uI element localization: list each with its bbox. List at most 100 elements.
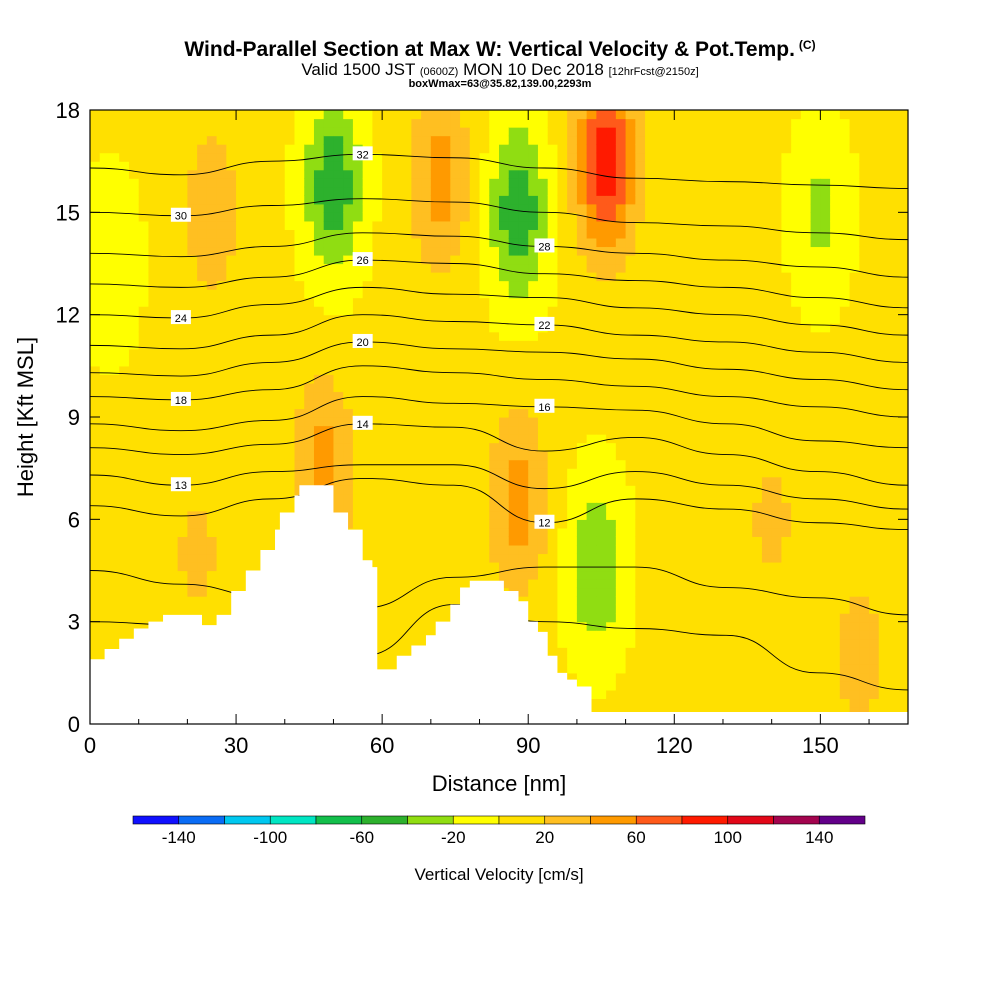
velocity-cell [469,272,481,282]
velocity-cell [606,254,617,265]
velocity-cell [479,169,490,179]
velocity-cell [732,212,744,222]
velocity-cell [479,536,490,546]
velocity-cell [401,254,412,265]
velocity-cell [236,417,247,427]
velocity-cell [148,118,159,128]
velocity-cell [206,459,218,469]
velocity-cell [362,314,374,324]
velocity-cell [119,161,130,171]
velocity-cell [216,323,227,333]
velocity-cell [547,229,559,239]
velocity-cell [226,331,237,341]
velocity-cell [645,399,656,410]
velocity-cell [255,272,266,282]
velocity-cell [411,613,422,623]
velocity-cell [430,476,442,486]
velocity-cell [674,237,685,248]
velocity-cell [567,493,578,503]
velocity-cell [226,263,237,273]
velocity-cell [518,340,529,350]
velocity-cell [713,323,724,333]
velocity-cell [177,110,188,120]
velocity-cell [197,570,208,580]
velocity-cell [674,655,685,665]
velocity-cell [674,613,685,623]
velocity-cell [236,544,247,555]
velocity-cell [206,536,218,546]
velocity-cell [547,135,559,145]
velocity-cell [109,570,120,580]
velocity-cell [90,220,101,230]
velocity-cell [421,570,432,580]
velocity-cell [206,613,218,623]
velocity-cell [128,519,140,529]
velocity-cell [732,672,744,682]
velocity-cell [684,553,695,563]
velocity-cell [226,579,237,589]
velocity-cell [177,553,188,563]
velocity-cell [752,254,763,265]
velocity-cell [713,672,724,682]
velocity-cell [362,476,374,486]
velocity-cell [90,186,101,196]
velocity-cell [615,161,627,171]
velocity-cell [372,408,383,418]
velocity-cell [206,502,218,512]
velocity-cell [323,246,335,256]
velocity-cell [645,195,656,205]
velocity-cell [187,237,198,248]
velocity-cell [537,476,549,486]
velocity-cell [713,118,724,128]
velocity-cell [216,553,227,563]
velocity-cell [109,331,120,341]
velocity-cell [567,442,578,452]
velocity-cell [333,417,344,427]
velocity-cell [752,399,763,410]
velocity-cell [732,527,744,537]
velocity-cell [615,237,627,248]
velocity-cell [537,254,549,265]
velocity-cell [372,425,383,435]
velocity-cell [537,178,549,188]
velocity-cell [343,451,354,461]
velocity-cell [128,408,140,418]
velocity-cell [245,476,257,486]
velocity-cell [528,476,539,486]
velocity-cell [752,348,763,358]
velocity-cell [722,127,734,137]
velocity-cell [294,323,305,333]
velocity-cell [479,289,490,299]
velocity-cell [625,152,636,162]
velocity-cell [625,630,636,640]
velocity-cell [90,553,101,563]
velocity-cell [499,152,510,162]
velocity-cell [158,237,169,248]
velocity-cell [372,178,383,188]
velocity-cell [489,502,500,512]
velocity-cell [732,493,744,503]
velocity-cell [645,664,656,674]
velocity-cell [645,289,656,299]
velocity-cell [99,434,111,444]
velocity-cell [645,672,656,682]
velocity-cell [469,254,481,265]
velocity-cell [664,212,675,222]
velocity-cell [557,647,568,657]
velocity-cell [625,161,636,171]
velocity-cell [236,118,247,128]
velocity-cell [703,110,714,120]
velocity-cell [90,110,101,120]
velocity-cell [304,348,315,358]
velocity-cell [557,544,568,555]
velocity-cell [732,613,744,623]
velocity-cell [508,323,520,333]
velocity-cell [167,544,179,555]
velocity-cell [615,434,627,444]
velocity-cell [450,502,461,512]
velocity-cell [236,348,247,358]
velocity-cell [489,280,500,290]
velocity-cell [518,561,529,572]
velocity-cell [742,613,753,623]
velocity-cell [362,527,374,537]
